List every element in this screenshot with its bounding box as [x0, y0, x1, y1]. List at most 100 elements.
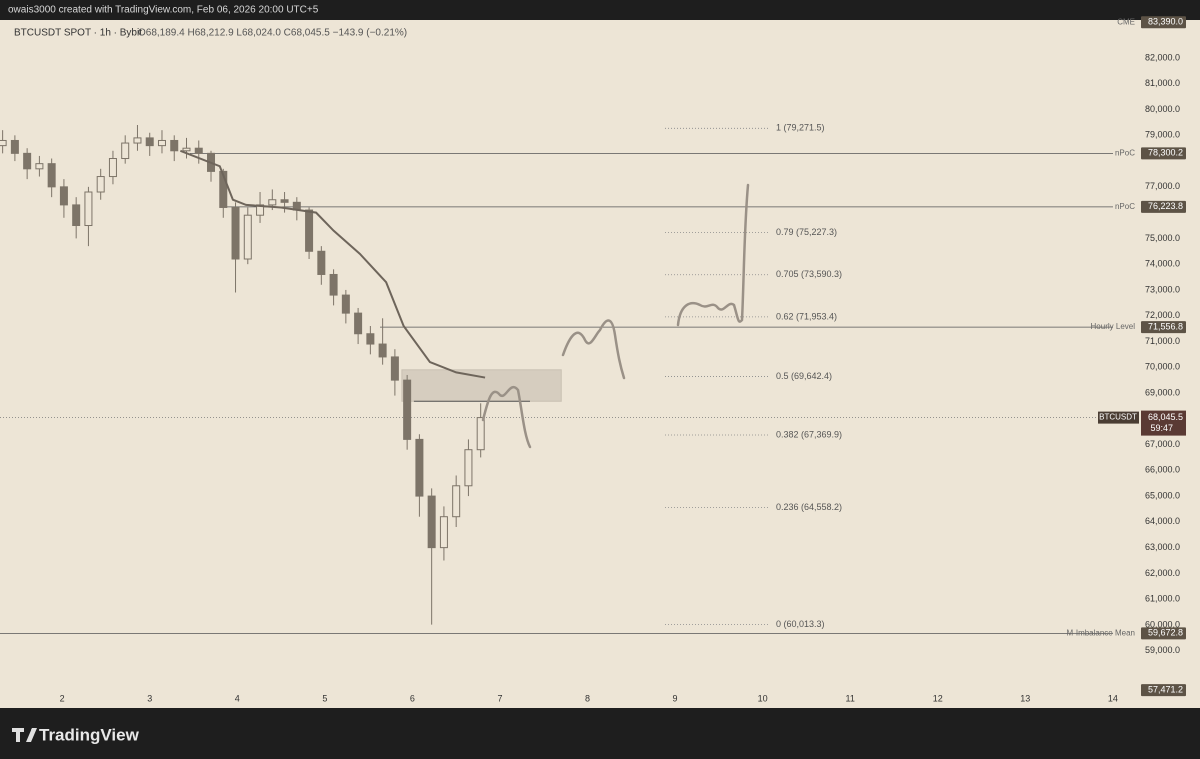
x-tick-label: 12 [933, 693, 943, 703]
y-tick-label: 72,000.0 [1145, 310, 1180, 320]
y-tick-label: 75,000.0 [1145, 233, 1180, 243]
caption: owais3000 created with TradingView.com, … [8, 5, 319, 16]
level-name: Hourly Level [1091, 322, 1136, 331]
candle-body [170, 139, 179, 152]
logo-mark [12, 728, 37, 742]
logo: TradingView [12, 725, 140, 744]
candle-body [219, 170, 228, 208]
candle-body [427, 495, 436, 549]
candle-body [280, 199, 289, 203]
x-tick-label: 7 [497, 693, 502, 703]
candle-body [476, 417, 485, 451]
fib-label: 0.62 (71,953.4) [776, 311, 837, 321]
x-tick-label: 14 [1108, 693, 1118, 703]
candle-body [133, 137, 142, 144]
candle-body [121, 142, 130, 160]
fib-label: 0 (60,013.3) [776, 619, 825, 629]
candle-body [23, 152, 32, 170]
x-tick-label: 6 [410, 693, 415, 703]
y-tick-label: 79,000.0 [1145, 130, 1180, 140]
candle-body [439, 516, 448, 549]
y-tick-label: 77,000.0 [1145, 181, 1180, 191]
fib-label: 0.5 (69,642.4) [776, 371, 832, 381]
candle-body [378, 343, 387, 358]
candle-body [390, 356, 399, 381]
candle-body [72, 204, 81, 227]
candle-body [59, 186, 68, 206]
candle-body [268, 199, 277, 206]
freehand [481, 386, 532, 449]
level-tag [1141, 147, 1186, 160]
freehand [676, 183, 750, 327]
ohlc: O68,189.4 H68,212.9 L68,024.0 C68,045.5 … [138, 28, 407, 39]
y-tick-label: 59,000.0 [1145, 645, 1180, 655]
candle-body [108, 158, 117, 178]
plot: 59,000.0 60,000.0 61,000.0 62,000.0 63,000.0… [0, 16, 1186, 703]
y-tick-label: 65,000.0 [1145, 490, 1180, 500]
candle-body [231, 206, 240, 260]
y-tick-label: 62,000.0 [1145, 568, 1180, 578]
x-tick-label: 5 [322, 693, 327, 703]
level-tag [1141, 200, 1186, 213]
countdown: 59:47 [1150, 423, 1173, 433]
candle-body [452, 485, 461, 518]
level-value: 71,556.8 [1148, 321, 1183, 331]
y-tick-label: 71,000.0 [1145, 336, 1180, 346]
y-tick-label: 64,000.0 [1145, 516, 1180, 526]
fib-label: 0.79 (75,227.3) [776, 227, 837, 237]
level-tag [1141, 16, 1186, 29]
level-tag [1141, 321, 1186, 334]
candle-body [305, 209, 314, 252]
x-tick-label: 2 [60, 693, 65, 703]
level-name: nPoC [1115, 148, 1135, 157]
x-tick-label: 9 [673, 693, 678, 703]
candle-body [341, 294, 350, 314]
y-tick-label: 61,000.0 [1145, 594, 1180, 604]
y-tick-label: 69,000.0 [1145, 387, 1180, 397]
level-name: CME [1117, 17, 1135, 26]
y-tick-label: 67,000.0 [1145, 439, 1180, 449]
brand: TradingView [39, 725, 140, 744]
candle-body [0, 139, 7, 147]
candle-body [47, 163, 56, 188]
candle-body [35, 163, 44, 170]
current-name-tag [1098, 411, 1139, 424]
level-value: 76,223.8 [1148, 201, 1183, 211]
x-tick-label: 8 [585, 693, 590, 703]
candle-body [84, 191, 93, 227]
level-value: 78,300.2 [1148, 148, 1183, 158]
candle-body [182, 147, 191, 152]
fib-label: 0.236 (64,558.2) [776, 502, 842, 512]
candle-body [10, 139, 19, 154]
y-tick-label: 82,000.0 [1145, 52, 1180, 62]
y-tick-label: 60,000.0 [1145, 619, 1180, 629]
x-tick-label: 11 [846, 693, 855, 703]
y-tick-label: 63,000.0 [1145, 542, 1180, 552]
candle-body [145, 137, 154, 147]
freehand [561, 319, 626, 380]
level-tag [1141, 627, 1186, 640]
chart-pane [0, 20, 1200, 708]
candle-body [415, 438, 424, 497]
level-tag [1141, 684, 1186, 697]
candle-body [243, 214, 252, 260]
fib-label: 0.382 (67,369.9) [776, 429, 842, 439]
fib-label: 1 (79,271.5) [776, 123, 825, 133]
x-tick-label: 3 [147, 693, 152, 703]
candle-body [157, 139, 166, 147]
candle-body [354, 312, 363, 335]
level-name: M-Imbalance Mean [1067, 628, 1135, 637]
x-tick-label: 13 [1020, 693, 1030, 703]
zone [401, 369, 562, 402]
candle-body [194, 147, 203, 154]
candle-body [329, 273, 338, 296]
x-tick-label: 10 [758, 693, 768, 703]
drawings [481, 183, 750, 449]
candle-body [366, 333, 375, 345]
y-tick-label: 66,000.0 [1145, 465, 1180, 475]
y-tick-label: 74,000.0 [1145, 259, 1180, 269]
current-value: 68,045.5 [1148, 412, 1183, 422]
y-tick-label: 70,000.0 [1145, 362, 1180, 372]
overlay-line [180, 149, 486, 379]
